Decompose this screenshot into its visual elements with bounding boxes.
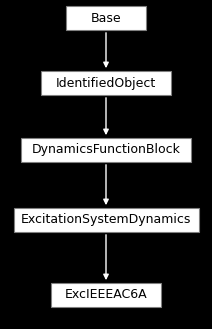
FancyBboxPatch shape bbox=[51, 283, 161, 307]
Text: IdentifiedObject: IdentifiedObject bbox=[56, 77, 156, 89]
Text: DynamicsFunctionBlock: DynamicsFunctionBlock bbox=[32, 143, 180, 157]
Text: ExcitationSystemDynamics: ExcitationSystemDynamics bbox=[21, 214, 191, 226]
FancyBboxPatch shape bbox=[66, 6, 146, 30]
FancyBboxPatch shape bbox=[41, 71, 171, 95]
FancyBboxPatch shape bbox=[14, 208, 198, 232]
FancyBboxPatch shape bbox=[21, 138, 191, 162]
Text: Base: Base bbox=[91, 12, 121, 24]
Text: ExcIEEEAC6A: ExcIEEEAC6A bbox=[65, 289, 147, 301]
